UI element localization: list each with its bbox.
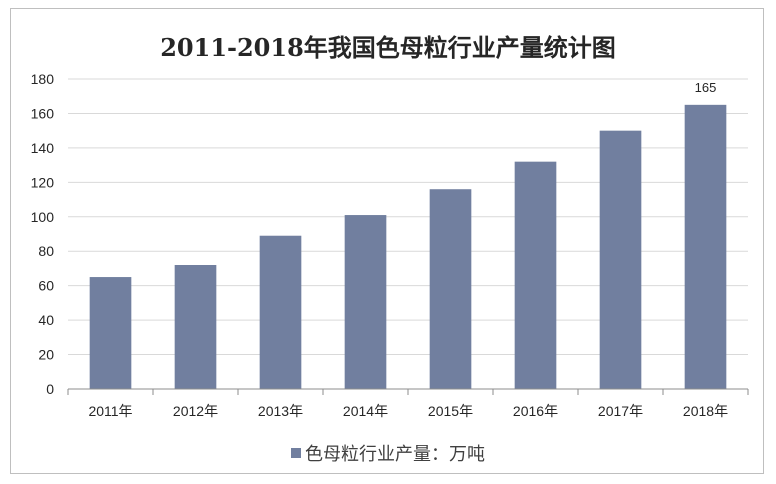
axes — [67, 388, 749, 395]
y-tick-label: 100 — [31, 209, 55, 225]
legend-label: 色母粒行业产量：万吨 — [305, 444, 485, 465]
bars — [89, 104, 727, 389]
x-tick-label: 2015年 — [428, 403, 473, 419]
bar — [514, 161, 557, 389]
x-tick-label: 2012年 — [173, 403, 218, 419]
chart-title: 2011-2018年我国色母粒行业产量统计图 — [160, 33, 616, 62]
x-tick-label: 2011年 — [88, 403, 132, 419]
bar — [174, 265, 217, 389]
legend: 色母粒行业产量：万吨 — [0, 440, 776, 466]
x-tick-label: 2018年 — [683, 403, 728, 419]
x-tick-label: 2016年 — [513, 403, 558, 419]
y-tick-label: 0 — [46, 381, 54, 397]
y-tick-label: 60 — [38, 278, 54, 294]
x-tick-label: 2014年 — [343, 403, 388, 419]
gridlines — [68, 78, 748, 356]
y-tick-label: 80 — [38, 243, 54, 259]
y-tick-label: 140 — [31, 140, 55, 156]
legend-swatch — [291, 448, 301, 458]
bar — [429, 189, 472, 389]
data-label: 165 — [695, 80, 717, 95]
y-tick-label: 120 — [31, 174, 55, 190]
y-tick-label: 180 — [31, 71, 55, 87]
x-tick-label: 2013年 — [258, 403, 303, 419]
bar — [684, 104, 727, 389]
x-tick-label: 2017年 — [598, 403, 643, 419]
tick-labels: 0 20 40 60 80 100 120 140 160 180 165 2011年 2012年 201… — [31, 71, 728, 419]
y-tick-label: 160 — [31, 105, 55, 121]
bar — [599, 130, 642, 389]
bar — [259, 235, 302, 389]
bar — [89, 277, 132, 389]
bar — [344, 215, 387, 389]
y-tick-label: 20 — [38, 347, 54, 363]
y-tick-label: 40 — [38, 312, 54, 328]
